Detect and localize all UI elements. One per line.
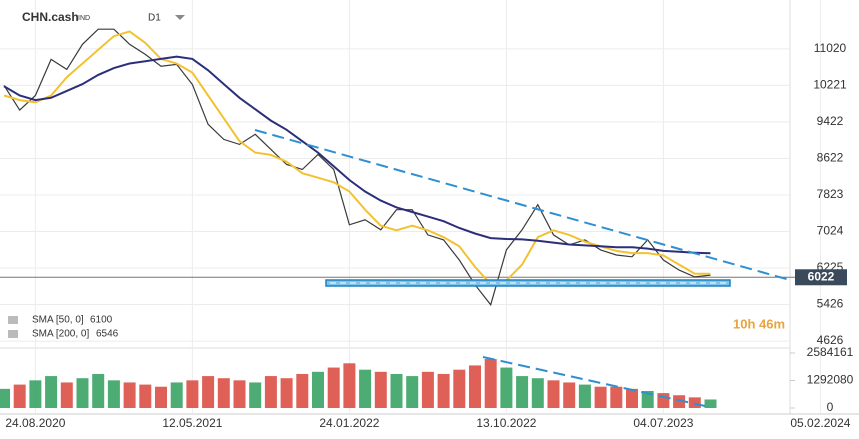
indicator-icon[interactable] xyxy=(8,330,18,338)
volume-bar xyxy=(123,382,136,408)
y-tick-label: 9422 xyxy=(817,114,844,128)
last-price-box xyxy=(795,269,847,286)
volume-bar xyxy=(374,371,387,408)
y-tick-label: 10221 xyxy=(813,78,847,92)
timeframe[interactable]: D1 xyxy=(148,13,161,24)
marks xyxy=(0,28,795,408)
indicator-name: SMA [200, 0] xyxy=(32,329,89,340)
volume-bar xyxy=(594,386,607,408)
y-tick-label: 4626 xyxy=(817,333,844,347)
volume-bar xyxy=(531,378,544,408)
volume-bar xyxy=(327,367,340,408)
volume-bar xyxy=(155,386,167,408)
volume-bar xyxy=(437,373,450,408)
y-tick-label: 0 xyxy=(827,400,834,414)
timeframe-dropdown[interactable] xyxy=(175,15,185,20)
volume-bar xyxy=(688,397,701,408)
y-tick-label: 8622 xyxy=(817,151,844,165)
y-tick-label: 7823 xyxy=(817,187,844,201)
volume-trend-line xyxy=(482,356,706,407)
volume-bar xyxy=(673,395,686,408)
x-tick-label: 13.10.2022 xyxy=(476,416,536,430)
volume-bar xyxy=(264,376,277,408)
x-tick-label: 24.01.2022 xyxy=(319,416,379,430)
volume-bar xyxy=(92,373,105,408)
x-tick-label: 24.08.2020 xyxy=(5,416,65,430)
candle-timer: 10h 46m xyxy=(733,316,785,331)
volume-bar xyxy=(233,380,246,408)
volume-bar xyxy=(170,382,183,408)
volume-bar xyxy=(626,388,638,408)
y-tick-label: 11020 xyxy=(814,41,847,55)
volume-bar xyxy=(107,380,120,408)
x-tick-label: 12.05.2021 xyxy=(162,416,222,430)
symbol: CHN.cash xyxy=(22,10,79,24)
volume-bar xyxy=(578,384,591,408)
volume-bar xyxy=(186,380,199,408)
volume-bar xyxy=(312,371,324,408)
volume-bar xyxy=(500,367,513,408)
volume-bar xyxy=(547,380,560,408)
indicator-value: 6100 xyxy=(90,315,113,326)
x-tick-label: 05.02.2024 xyxy=(790,416,850,430)
indicator-icon[interactable] xyxy=(8,316,18,324)
market: IND xyxy=(78,15,90,22)
volume-bar xyxy=(139,384,152,408)
volume-bar xyxy=(469,365,481,408)
volume-bar xyxy=(641,390,654,408)
volume-bar xyxy=(13,384,26,408)
volume-bar xyxy=(280,378,293,408)
volume-bar xyxy=(249,382,262,408)
volume-bar xyxy=(0,388,10,408)
volume-bar xyxy=(563,382,576,408)
volume-bar xyxy=(343,363,356,408)
indicator-value: 6546 xyxy=(96,329,119,340)
y-tick-label: 5426 xyxy=(817,297,844,311)
volume-bar xyxy=(453,369,466,408)
volume-bar xyxy=(359,369,372,408)
volume-bar xyxy=(217,378,230,408)
y-tick-label: 7024 xyxy=(817,224,844,238)
volume-bar xyxy=(296,373,309,408)
volume-bar xyxy=(390,373,403,408)
volume-bar xyxy=(45,376,58,408)
support-zone xyxy=(325,279,731,287)
y-tick-label: 2584161 xyxy=(807,345,854,359)
grid xyxy=(0,0,821,414)
trend-line xyxy=(254,129,791,281)
sma-line xyxy=(3,30,711,286)
volume-bar xyxy=(516,376,529,408)
volume-bar xyxy=(704,399,717,408)
y-tick-label: 1292080 xyxy=(807,373,854,387)
volume-bar xyxy=(610,386,623,408)
volume-bar xyxy=(60,382,73,408)
sma-line xyxy=(3,55,711,255)
x-tick-label: 04.07.2023 xyxy=(633,416,693,430)
last-price-label: 6022 xyxy=(808,269,835,283)
volume-bar xyxy=(202,376,215,408)
volume-bar xyxy=(406,376,419,408)
volume-bar xyxy=(76,378,89,408)
indicator-name: SMA [50, 0] xyxy=(32,315,84,326)
volume-bar xyxy=(421,371,434,408)
volume-bar xyxy=(484,359,497,408)
volume-bar xyxy=(29,380,42,408)
